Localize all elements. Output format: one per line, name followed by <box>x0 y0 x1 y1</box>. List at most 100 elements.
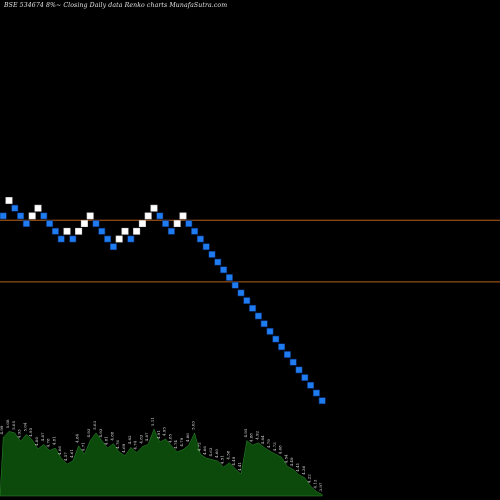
renko-brick-up <box>144 212 152 220</box>
volume-label: 4.91 <box>156 430 161 439</box>
volume-label: 5.03 <box>92 421 97 430</box>
volume-label: 4.83 <box>138 434 143 443</box>
renko-brick-down <box>301 374 309 381</box>
volume-label: 4.66 <box>57 446 62 455</box>
volume-label: 4.74 <box>173 440 178 449</box>
renko-brick-down <box>318 397 326 405</box>
renko-brick-down <box>109 243 117 251</box>
volume-label: 4.95 <box>243 428 248 437</box>
renko-brick-down <box>278 343 286 351</box>
volume-label: 4.93 <box>86 428 91 437</box>
renko-brick-down <box>289 358 297 366</box>
volume-label: 4.82 <box>127 435 132 444</box>
volume-label: 4.54 <box>283 454 288 463</box>
volume-label: 4.68 <box>278 445 283 454</box>
volume-label: 4.95 <box>162 427 167 436</box>
volume-label: 4.79 <box>179 437 184 446</box>
volume-label: 4.66 <box>202 446 207 455</box>
volume-label: 4.95 <box>28 427 33 436</box>
volume-label: 4.79 <box>266 439 271 448</box>
volume-label: 4.57 <box>63 452 68 461</box>
volume-label: 4.84 <box>260 435 265 444</box>
renko-brick-up <box>63 227 71 235</box>
renko-brick-up <box>28 212 36 220</box>
renko-brick-down <box>312 389 320 397</box>
renko-brick-down <box>0 212 7 220</box>
volume-label: 5.05 <box>11 421 16 430</box>
renko-brick-up <box>5 197 13 204</box>
volume-label: 4.74 <box>133 440 138 449</box>
volume-label: 4.93 <box>98 428 103 437</box>
renko-brick-down <box>225 274 233 281</box>
renko-bricks <box>0 197 326 405</box>
volume-label: 4.76 <box>115 440 120 449</box>
volume-label: 4.60 <box>214 449 219 458</box>
volume-label: 4.93 <box>17 429 22 438</box>
volume-label: 4.69 <box>121 443 126 452</box>
renko-brick-down <box>231 281 239 289</box>
renko-brick-down <box>243 297 251 304</box>
volume-label: 4.92 <box>254 430 259 439</box>
volume-label: 4.88 <box>109 431 114 440</box>
volume-label: 4.81 <box>104 436 109 445</box>
renko-brick-down <box>51 227 59 235</box>
renko-brick-down <box>191 227 199 235</box>
volume-label: 4.49 <box>289 457 294 466</box>
volume-label: 5.03 <box>191 421 196 430</box>
renko-brick-down <box>57 235 65 243</box>
volume-label: 4.22 <box>307 474 312 483</box>
volume-label: 4.78 <box>46 438 51 447</box>
volume-label: 4.58 <box>225 450 230 459</box>
volume-label: 4.80 <box>34 437 39 446</box>
volume-area-fill <box>0 428 323 497</box>
renko-brick-down <box>272 335 280 343</box>
volume-label: 4.86 <box>185 433 190 442</box>
renko-brick-down <box>22 220 30 227</box>
renko-brick-up <box>86 212 94 220</box>
volume-label: 4.72 <box>196 442 201 451</box>
volume-label: 4.63 <box>208 447 213 456</box>
renko-brick-down <box>92 220 100 227</box>
renko-brick-down <box>162 220 170 227</box>
renko-brick-up <box>133 227 141 235</box>
renko-brick-down <box>46 220 54 227</box>
renko-brick-down <box>202 243 210 251</box>
renko-brick-down <box>283 351 291 358</box>
volume-label: 4.51 <box>220 455 225 464</box>
volume-label: 4.88 <box>249 433 254 442</box>
volume-label: 4.36 <box>301 465 306 474</box>
renko-brick-up <box>121 227 129 235</box>
volume-label: 4.87 <box>40 432 45 441</box>
volume-label: 5.04 <box>22 422 27 431</box>
volume-label: 4.81 <box>51 436 56 445</box>
volume-label: 4.71 <box>80 442 85 451</box>
renko-brick-down <box>156 212 164 220</box>
volume-label: 4.61 <box>69 449 74 458</box>
renko-brick-up <box>34 204 42 212</box>
renko-brick-up <box>75 227 83 235</box>
volume-label: 4.41 <box>237 462 242 471</box>
renko-brick-down <box>249 304 257 312</box>
chart-title: BSE 534674 8%~ Closing Daily data Renko … <box>4 2 228 9</box>
renko-brick-down <box>220 266 228 274</box>
renko-brick-down <box>127 235 135 243</box>
renko-brick-down <box>167 227 175 235</box>
renko-brick-down <box>208 251 216 258</box>
renko-brick-down <box>307 381 315 389</box>
renko-brick-down <box>40 212 48 220</box>
renko-brick-up <box>80 220 88 227</box>
renko-brick-down <box>185 220 193 227</box>
renko-brick-up <box>138 220 146 227</box>
volume-label: 4.85 <box>167 433 172 442</box>
renko-brick-down <box>104 235 112 243</box>
volume-label: 4.13 <box>312 479 317 488</box>
renko-brick-down <box>98 227 106 235</box>
volume-area: 4.995.08 5.054.935.044.954.804.874.78 4.81… <box>0 417 323 497</box>
volume-label: 5.08 <box>5 419 10 428</box>
volume-label: 4.99 <box>0 425 4 434</box>
renko-brick-down <box>11 204 19 212</box>
renko-brick-down <box>254 312 262 320</box>
volume-label: 5.11 <box>150 417 155 426</box>
renko-brick-down <box>17 212 25 220</box>
